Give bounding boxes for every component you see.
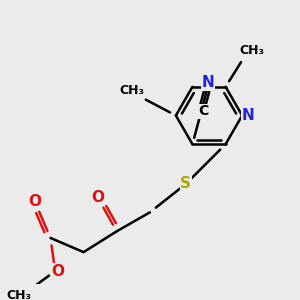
Text: CH₃: CH₃ xyxy=(7,289,32,300)
Text: S: S xyxy=(180,176,191,191)
Text: O: O xyxy=(28,194,41,208)
Text: N: N xyxy=(202,75,214,90)
Text: CH₃: CH₃ xyxy=(120,84,145,98)
Text: CH₃: CH₃ xyxy=(240,44,265,57)
Text: O: O xyxy=(91,190,104,205)
Text: N: N xyxy=(242,108,254,123)
Text: C: C xyxy=(198,104,208,118)
Text: O: O xyxy=(52,264,64,279)
